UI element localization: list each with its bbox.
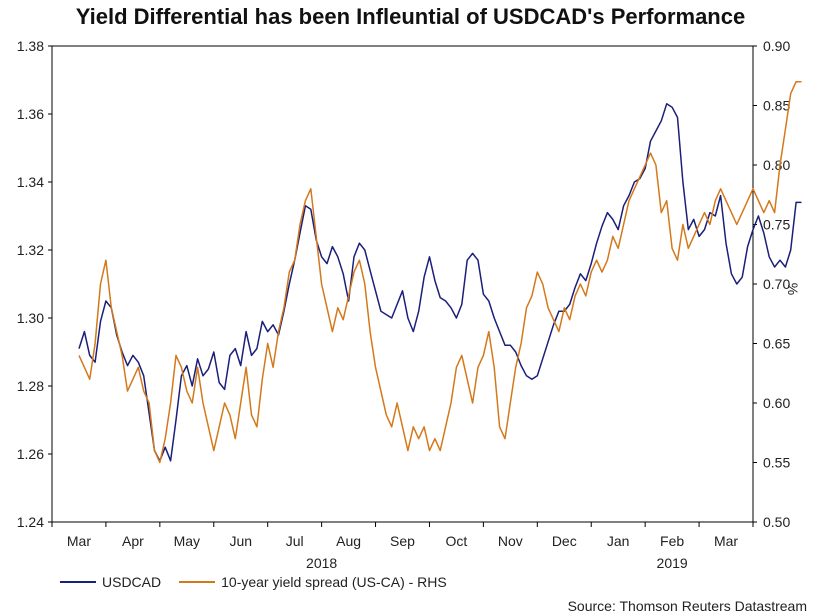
y-right-tick-label: 0.55 — [763, 455, 790, 471]
legend-swatch-yield-spread — [179, 581, 216, 583]
y-right-tick-label: 0.90 — [763, 38, 790, 54]
chart-title: Yield Differential has been Infleuntial … — [75, 4, 746, 29]
x-month-label: May — [174, 533, 200, 549]
x-month-label: Jul — [286, 533, 304, 549]
x-month-label: Jan — [607, 533, 630, 549]
legend-swatch-usdcad — [60, 581, 96, 583]
x-year-label-2019: 2019 — [657, 555, 688, 571]
legend: USDCAD 10-year yield spread (US-CA) - RH… — [60, 574, 465, 590]
legend-label-yield-spread: 10-year yield spread (US-CA) - RHS — [221, 574, 447, 590]
left-axis: 1.38 1.36 1.34 1.32 1.30 1.28 1.26 1.24 — [17, 38, 52, 530]
legend-item-yield-spread: 10-year yield spread (US-CA) - RHS — [179, 574, 447, 590]
x-month-label: Oct — [446, 533, 468, 549]
y-right-tick-label: 0.50 — [763, 514, 790, 530]
x-month-label: Feb — [660, 533, 684, 549]
y-left-tick-label: 1.34 — [17, 174, 44, 190]
x-month-label: Mar — [714, 533, 738, 549]
y-right-tick-label: 0.80 — [763, 157, 790, 173]
y-left-tick-label: 1.36 — [17, 106, 44, 122]
right-axis: 0.90 0.85 0.80 0.75 0.70 0.65 0.60 0.55 0.50% — [753, 38, 801, 530]
series-layer — [78, 80, 802, 464]
y-right-tick-label: 0.75 — [763, 217, 790, 233]
legend-label-usdcad: USDCAD — [102, 574, 162, 590]
legend-item-usdcad: USDCAD — [60, 574, 161, 590]
x-month-label: Dec — [552, 533, 577, 549]
series-line-usdcad — [78, 103, 802, 462]
y-right-tick-label: 0.85 — [763, 98, 790, 114]
y-left-tick-label: 1.30 — [17, 310, 44, 326]
x-month-label: Aug — [336, 533, 361, 549]
y-left-tick-label: 1.28 — [17, 378, 44, 394]
y-left-tick-label: 1.38 — [17, 38, 44, 54]
y-right-tick-label: 0.60 — [763, 395, 790, 411]
y-left-tick-label: 1.32 — [17, 242, 44, 258]
y-right-axis-label: % — [785, 283, 801, 295]
plot-frame — [51, 45, 754, 523]
y-left-tick-label: 1.26 — [17, 446, 44, 462]
x-month-label: Apr — [122, 533, 144, 549]
x-month-label: Jun — [229, 533, 252, 549]
y-left-tick-label: 1.24 — [17, 514, 44, 530]
y-right-tick-label: 0.65 — [763, 336, 790, 352]
x-month-label: Sep — [390, 533, 415, 549]
series-line-yield-spread — [78, 80, 802, 464]
y-right-tick-label: 0.70 — [763, 276, 790, 292]
source-note: Source: Thomson Reuters Datastream — [567, 598, 807, 614]
x-month-label: Nov — [498, 533, 523, 549]
x-month-label: Mar — [67, 533, 91, 549]
x-axis: Mar Apr May Jun Jul Aug Sep Oct Nov Dec Jan Feb Mar 2… — [51, 522, 754, 571]
x-year-label-2018: 2018 — [306, 555, 337, 571]
